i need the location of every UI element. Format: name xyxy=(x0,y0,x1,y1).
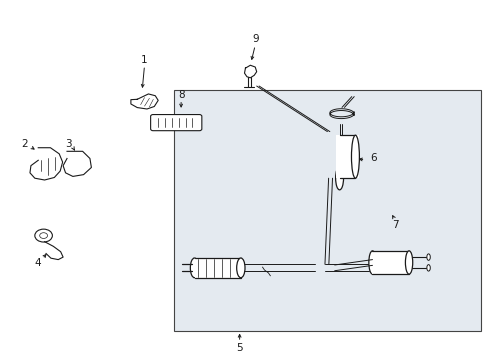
Ellipse shape xyxy=(426,254,429,260)
Ellipse shape xyxy=(426,265,429,271)
Text: 2: 2 xyxy=(21,139,27,149)
Text: 4: 4 xyxy=(34,258,41,268)
Bar xyxy=(335,135,359,178)
Text: 9: 9 xyxy=(251,35,258,44)
Text: 5: 5 xyxy=(236,343,243,353)
Text: 8: 8 xyxy=(178,90,184,100)
Polygon shape xyxy=(30,148,62,180)
Ellipse shape xyxy=(351,135,359,178)
Text: 1: 1 xyxy=(141,55,147,65)
Ellipse shape xyxy=(335,167,343,190)
Text: 6: 6 xyxy=(369,153,376,163)
Ellipse shape xyxy=(405,251,412,274)
Bar xyxy=(372,251,408,274)
Polygon shape xyxy=(63,151,91,176)
Text: 7: 7 xyxy=(391,220,398,230)
Text: 3: 3 xyxy=(64,139,71,149)
Ellipse shape xyxy=(190,258,198,278)
Ellipse shape xyxy=(368,251,375,274)
Ellipse shape xyxy=(236,258,244,278)
Bar xyxy=(194,258,241,278)
Polygon shape xyxy=(244,65,256,78)
Bar xyxy=(173,90,480,330)
Polygon shape xyxy=(131,94,158,109)
FancyBboxPatch shape xyxy=(150,114,202,131)
